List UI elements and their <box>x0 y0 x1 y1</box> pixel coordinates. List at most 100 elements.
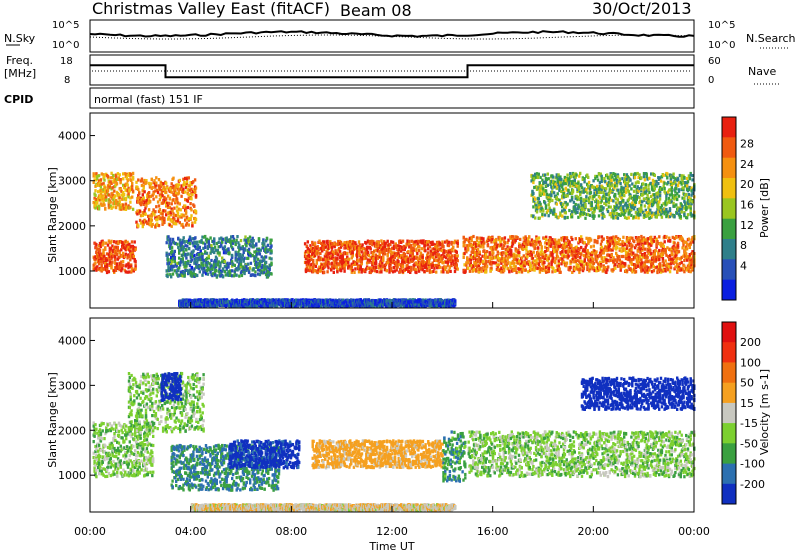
power-cell <box>658 258 661 262</box>
power-cell <box>374 265 378 269</box>
power-cell <box>147 195 151 199</box>
power-cell <box>622 235 625 239</box>
power-cell <box>175 271 178 275</box>
power-cell <box>107 270 111 274</box>
noise-search-label: N.Search <box>746 32 796 45</box>
power-cell <box>483 241 486 245</box>
power-cell <box>175 205 179 209</box>
power-cell <box>188 242 192 246</box>
power-cell <box>131 171 135 175</box>
power-cell <box>537 197 540 201</box>
power-cell <box>121 260 125 264</box>
power-cell <box>170 256 173 260</box>
power-cell <box>492 251 495 255</box>
power-cell <box>178 266 181 270</box>
power-cell <box>159 217 162 221</box>
power-cell <box>162 209 165 213</box>
power-cell <box>150 224 153 228</box>
power-cell <box>664 259 667 263</box>
power-cell <box>111 191 114 195</box>
power-cell <box>427 260 431 264</box>
power-cell <box>569 172 572 176</box>
power-cell <box>105 198 108 202</box>
power-cell <box>607 265 610 269</box>
power-cell <box>169 213 172 217</box>
power-cell <box>154 225 157 229</box>
power-cell <box>532 205 535 209</box>
power-cell <box>599 190 602 194</box>
power-cell <box>92 268 95 272</box>
power-cell <box>182 177 185 181</box>
power-cell <box>130 173 133 177</box>
power-cell <box>502 251 505 255</box>
power-cell <box>120 248 123 252</box>
power-cell <box>104 190 107 194</box>
power-cell <box>599 264 603 268</box>
power-cell <box>650 252 653 256</box>
power-cell <box>148 214 152 218</box>
power-cell <box>130 178 133 182</box>
power-cell <box>147 214 150 218</box>
power-cell <box>154 185 157 189</box>
power-cell <box>115 177 119 181</box>
power-cell <box>603 214 606 219</box>
power-cell <box>122 172 125 176</box>
power-cell <box>108 255 111 259</box>
power-cell <box>109 176 112 180</box>
power-cell <box>157 204 161 208</box>
power-cell <box>181 248 184 252</box>
power-cell <box>126 270 129 274</box>
power-cell <box>194 236 197 240</box>
power-cell <box>547 177 550 181</box>
power-cell <box>539 175 542 179</box>
power-cell <box>139 214 143 218</box>
power-cell <box>103 203 106 207</box>
power-cell <box>467 248 470 252</box>
power-cell <box>175 264 178 268</box>
power-cell <box>103 184 106 188</box>
power-cell <box>343 269 346 273</box>
power-cell <box>252 267 255 271</box>
power-cell <box>210 244 213 248</box>
power-cell <box>143 200 146 204</box>
power-cell <box>170 190 173 194</box>
power-cell <box>602 237 605 241</box>
power-cell <box>137 178 140 182</box>
power-cell <box>219 264 222 268</box>
power-cell <box>170 268 174 272</box>
power-cell <box>249 261 253 265</box>
power-cell <box>551 198 554 203</box>
power-cell <box>407 250 410 254</box>
power-cell <box>149 222 153 227</box>
power-cell <box>183 240 186 244</box>
power-cell <box>161 194 164 198</box>
power-cell <box>478 250 481 254</box>
power-cell <box>96 174 99 179</box>
power-cell <box>409 265 413 269</box>
power-cell <box>426 251 430 255</box>
power-cell <box>659 262 662 266</box>
power-cell <box>117 265 120 269</box>
power-cell <box>110 181 113 186</box>
power-cell <box>124 196 128 201</box>
power-cell <box>158 187 162 191</box>
power-cell <box>129 200 132 204</box>
power-cell <box>107 253 111 257</box>
power-cell <box>598 267 602 271</box>
power-cell <box>137 193 140 198</box>
power-cell <box>354 267 357 271</box>
power-cell <box>110 239 113 243</box>
power-cell <box>580 245 583 250</box>
power-cell <box>270 249 273 253</box>
power-cell <box>420 247 423 251</box>
power-cell <box>202 263 205 268</box>
power-cell <box>122 193 126 197</box>
power-cell <box>532 191 535 196</box>
power-cell <box>535 210 539 214</box>
power-cell <box>615 246 619 250</box>
power-cell <box>184 244 187 248</box>
power-cell <box>538 216 541 220</box>
power-cell <box>115 182 119 186</box>
power-cell <box>206 272 210 276</box>
power-cell <box>472 234 475 239</box>
